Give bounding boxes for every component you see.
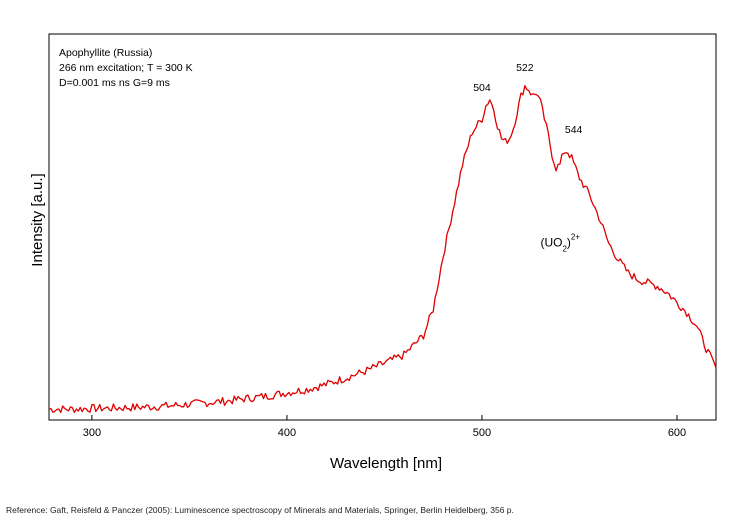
title-line-2: 266 nm excitation; T = 300 K [59, 62, 193, 74]
spectrum-chart: Apophyllite (Russia) 266 nm excitation; … [29, 33, 717, 472]
species-label-base: (UO [540, 236, 562, 250]
peak-labels: 504 522 544 [473, 62, 582, 136]
x-tick-label: 600 [668, 427, 686, 439]
x-tick-label: 500 [473, 427, 491, 439]
x-tick-label: 300 [83, 427, 101, 439]
annotation-block: Apophyllite (Russia) 266 nm excitation; … [59, 47, 193, 89]
y-axis-label: Intensity [a.u.] [29, 173, 46, 266]
x-tick-label: 400 [278, 427, 296, 439]
reference-note: Reference: Gaft, Reisfeld & Panczer (200… [6, 505, 514, 515]
peak-label: 522 [516, 62, 534, 74]
peak-label: 544 [565, 124, 583, 136]
x-axis-ticks: 300 400 500 600 [83, 415, 686, 439]
title-line-1: Apophyllite (Russia) [59, 47, 152, 59]
plot-frame [48, 33, 717, 421]
species-label: (UO2)2+ [540, 233, 580, 254]
species-label-sup: 2+ [571, 233, 580, 242]
peak-label: 504 [473, 82, 491, 94]
x-axis-label: Wavelength [nm] [330, 455, 442, 472]
species-label-sub: 2 [562, 245, 567, 254]
spectrum-line [48, 85, 717, 414]
series-layer [48, 85, 717, 414]
title-line-3: D=0.001 ms ns G=9 ms [59, 77, 170, 89]
species-label-close: ) [567, 236, 571, 250]
